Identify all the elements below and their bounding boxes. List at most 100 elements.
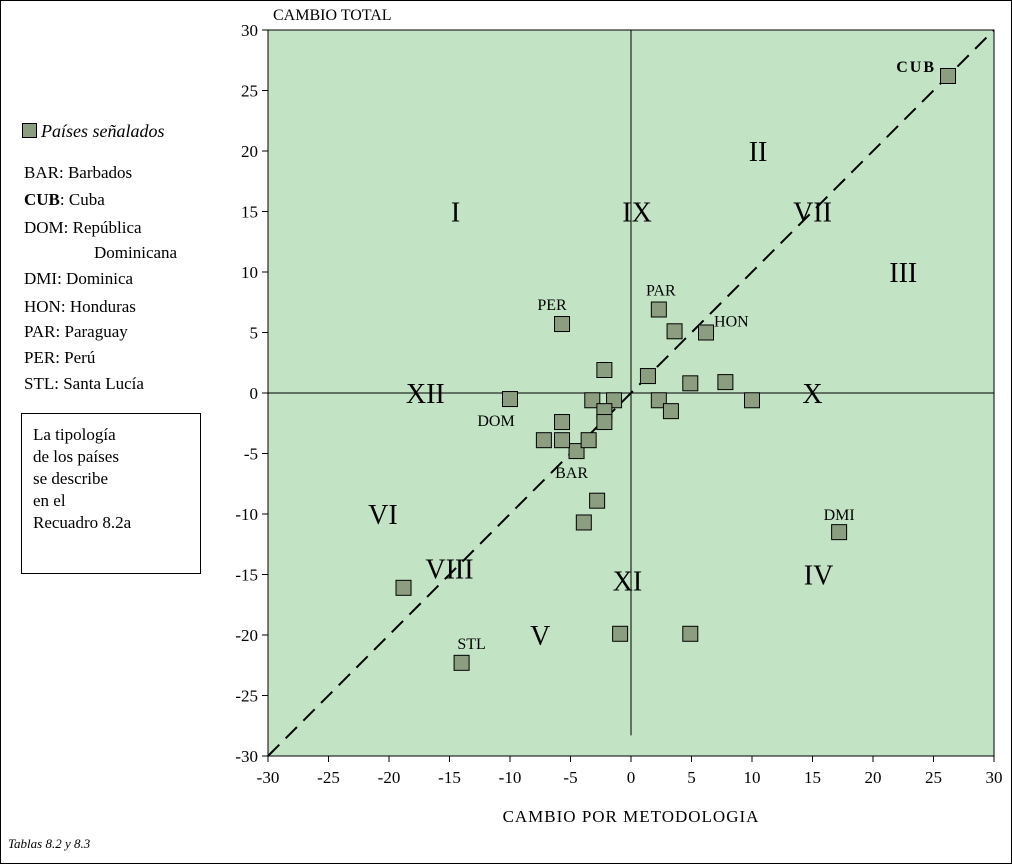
legend-entry: PER: Perú bbox=[24, 348, 96, 367]
region-label: II bbox=[749, 137, 768, 168]
region-label: IX bbox=[622, 198, 652, 229]
data-point bbox=[744, 392, 760, 409]
point-label: STL bbox=[457, 636, 485, 653]
region-label: V bbox=[530, 621, 550, 652]
data-point bbox=[717, 374, 734, 391]
data-point bbox=[580, 432, 597, 449]
data-point bbox=[662, 403, 679, 420]
region-label: XI bbox=[613, 567, 643, 598]
tick-labels: 30 25 20 15 10 5 0 -5 -10 -15 -20 -25 -30 -30 -25 -20 -1… bbox=[235, 21, 1002, 787]
legend-title: Países señalados bbox=[22, 121, 165, 142]
data-point bbox=[535, 432, 552, 449]
y-tick-label: 5 bbox=[250, 324, 259, 343]
y-axis-label: CAMBIO TOTAL bbox=[273, 7, 392, 24]
region-label: X bbox=[802, 379, 822, 410]
data-point bbox=[575, 514, 592, 531]
x-tick-label: 5 bbox=[687, 768, 696, 787]
data-point bbox=[596, 414, 613, 431]
point-label: PAR bbox=[646, 283, 676, 300]
x-tick-label: 30 bbox=[986, 768, 1003, 787]
data-point bbox=[596, 362, 613, 379]
y-tick-label: 25 bbox=[241, 82, 258, 101]
legend-name: República bbox=[72, 218, 142, 237]
note-box: La tipología de los países se describe e… bbox=[21, 413, 201, 574]
data-point bbox=[666, 323, 683, 340]
legend-code: HON bbox=[24, 297, 61, 316]
data-point bbox=[554, 414, 571, 431]
data-point bbox=[639, 368, 656, 385]
y-tick-label: -15 bbox=[235, 566, 258, 585]
x-tick-label: -15 bbox=[438, 768, 461, 787]
y-tick-label: 20 bbox=[241, 142, 258, 161]
x-tick-label: -5 bbox=[563, 768, 577, 787]
legend-code: PER bbox=[24, 348, 56, 367]
x-tick-label: 25 bbox=[925, 768, 942, 787]
data-point bbox=[395, 579, 412, 596]
region-label: VII bbox=[793, 198, 832, 229]
x-tick-label: -25 bbox=[317, 768, 340, 787]
y-tick-label: 0 bbox=[250, 384, 259, 403]
legend-entry: Dominicana bbox=[94, 243, 177, 263]
point-label: PER bbox=[537, 297, 567, 314]
legend-code: BAR bbox=[24, 163, 59, 182]
legend-name: Barbados bbox=[67, 163, 133, 182]
y-tick-label: -5 bbox=[244, 445, 258, 464]
legend-code: DMI bbox=[24, 269, 58, 288]
data-point bbox=[589, 492, 606, 509]
legend-code: CUB bbox=[24, 190, 60, 209]
data-point bbox=[453, 654, 470, 671]
x-tick-label: 20 bbox=[865, 768, 882, 787]
legend-name: Santa Lucía bbox=[63, 374, 144, 393]
legend-name: Perú bbox=[64, 348, 96, 367]
y-tick-label: 30 bbox=[241, 21, 258, 40]
legend-name: Dominicana bbox=[94, 243, 178, 262]
region-label: I bbox=[451, 198, 460, 229]
legend-entry: CUB: Cuba bbox=[24, 190, 105, 209]
data-point bbox=[554, 316, 571, 333]
legend-code: STL bbox=[24, 374, 55, 393]
legend-name: Cuba bbox=[68, 190, 105, 209]
data-point bbox=[940, 67, 957, 84]
y-tick-label: 10 bbox=[241, 263, 258, 282]
point-label: HON bbox=[714, 314, 749, 331]
data-point bbox=[650, 301, 667, 318]
legend-entry: HON: Honduras bbox=[24, 297, 136, 316]
legend-name: Honduras bbox=[69, 297, 136, 316]
x-tick-label: 15 bbox=[804, 768, 821, 787]
y-tick-label: -25 bbox=[235, 687, 258, 706]
region-label: VI bbox=[368, 500, 398, 531]
legend-name: Dominica bbox=[66, 269, 134, 288]
point-label: BAR bbox=[555, 465, 588, 482]
legend-swatch bbox=[22, 123, 37, 138]
data-point bbox=[682, 375, 699, 392]
legend-entry: PAR: Paraguay bbox=[24, 322, 128, 341]
point-label: CUB bbox=[896, 59, 936, 76]
y-tick-label: 15 bbox=[241, 203, 258, 222]
data-point bbox=[682, 625, 699, 642]
region-label: IV bbox=[804, 561, 834, 592]
point-labels: CUB DMI PER PAR HON DOM BAR STL bbox=[457, 59, 936, 653]
legend-entry: STL: Santa Lucía bbox=[24, 374, 144, 393]
diagonal-dashed-line bbox=[267, 29, 995, 757]
legend-code: DOM bbox=[24, 218, 64, 237]
point-label: DMI bbox=[824, 507, 855, 524]
data-point bbox=[698, 324, 715, 341]
data-point bbox=[568, 443, 585, 460]
y-tick-label: -20 bbox=[235, 626, 258, 645]
note-text: La tipología de los países se describe e… bbox=[33, 425, 132, 532]
y-tick-label: -10 bbox=[235, 505, 258, 524]
region-label: III bbox=[889, 258, 917, 289]
x-tick-label: -20 bbox=[378, 768, 401, 787]
x-tick-label: 10 bbox=[744, 768, 761, 787]
legend-entry: DOM: República bbox=[24, 218, 142, 237]
region-label: VIII bbox=[425, 554, 473, 585]
data-point bbox=[502, 391, 518, 408]
x-axis-label: CAMBIO POR METODOLOGIA bbox=[503, 807, 760, 826]
x-tick-label: -10 bbox=[499, 768, 522, 787]
legend-code: PAR bbox=[24, 322, 56, 341]
data-point bbox=[612, 625, 629, 642]
data-point bbox=[554, 432, 571, 449]
footnote: Tablas 8.2 y 8.3 bbox=[8, 836, 91, 851]
